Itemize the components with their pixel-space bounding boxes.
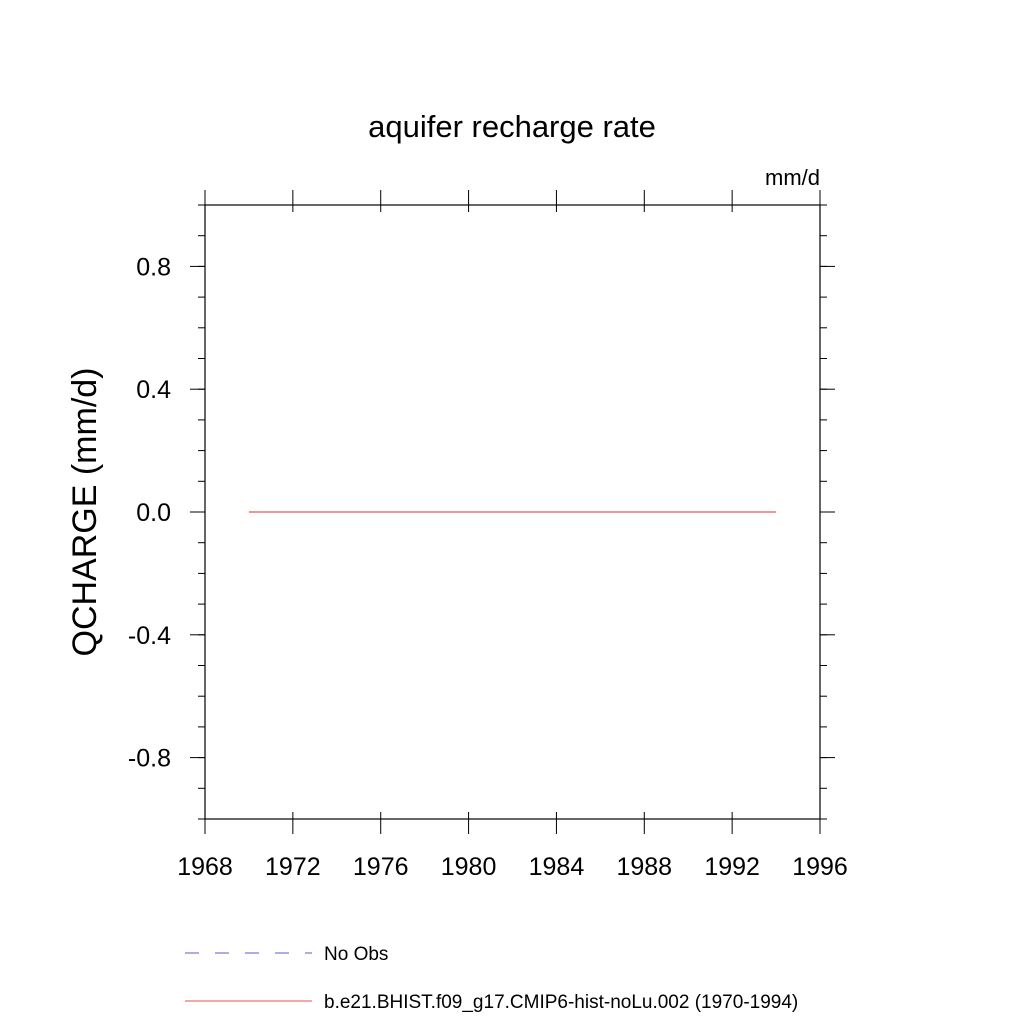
legend-label: b.e21.BHIST.f09_g17.CMIP6-hist-noLu.002 … bbox=[324, 992, 798, 1013]
legend-label: No Obs bbox=[324, 944, 388, 965]
y-tick-label: -0.4 bbox=[128, 622, 171, 650]
y-tick-label: 0.0 bbox=[136, 499, 171, 527]
x-tick-label: 1988 bbox=[616, 853, 672, 881]
y-axis-label: QCHARGE (mm/d) bbox=[66, 368, 104, 657]
x-tick-label: 1984 bbox=[529, 853, 585, 881]
legend: No Obs b.e21.BHIST.f09_g17.CMIP6-hist-noL… bbox=[185, 944, 798, 1013]
y-tick-label: -0.8 bbox=[128, 745, 171, 773]
x-tick-label: 1996 bbox=[792, 853, 848, 881]
x-tick-label: 1992 bbox=[704, 853, 760, 881]
x-tick-label: 1968 bbox=[177, 853, 233, 881]
units-label: mm/d bbox=[765, 165, 820, 190]
y-tick-label: 0.8 bbox=[136, 253, 171, 281]
x-tick-label: 1980 bbox=[441, 853, 497, 881]
chart-title: aquifer recharge rate bbox=[368, 109, 656, 144]
y-tick-label: 0.4 bbox=[136, 376, 171, 404]
axes: 1968 1972 1976 1980 1984 1988 1992 1996 -0.8 -0.4… bbox=[128, 190, 848, 881]
x-tick-label: 1972 bbox=[265, 853, 321, 881]
x-tick-label: 1976 bbox=[353, 853, 409, 881]
